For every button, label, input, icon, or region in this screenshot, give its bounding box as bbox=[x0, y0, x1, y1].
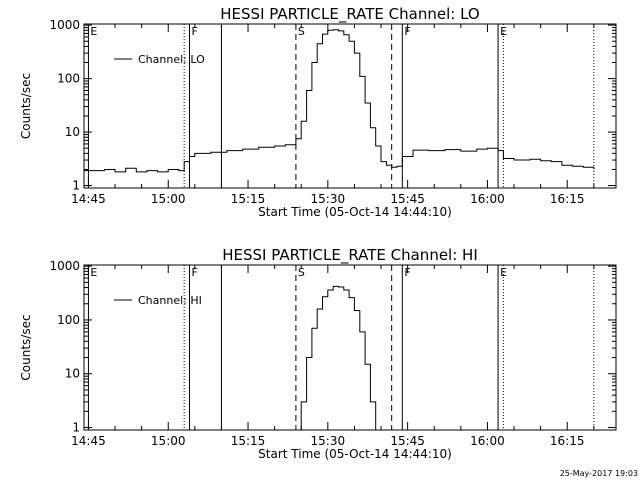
legend-label: Channel: LO bbox=[138, 53, 205, 66]
x-tick-label: 14:45 bbox=[71, 434, 106, 448]
x-tick-label: 15:00 bbox=[151, 192, 186, 206]
legend-label: Channel: HI bbox=[138, 294, 202, 307]
event-marker-label: S bbox=[298, 25, 305, 38]
x-axis-label: Start Time (05-Oct-14 14:44:10) bbox=[258, 447, 452, 461]
x-axis-label: Start Time (05-Oct-14 14:44:10) bbox=[258, 205, 452, 219]
timestamp: 25-May-2017 19:03 bbox=[560, 469, 638, 478]
x-tick-label: 15:45 bbox=[390, 434, 425, 448]
plot-frame bbox=[83, 23, 617, 189]
x-tick-label: 15:15 bbox=[231, 192, 266, 206]
y-tick-label: 100 bbox=[57, 313, 80, 327]
event-marker-label: F bbox=[192, 266, 198, 279]
panel-lo: HESSI PARTICLE_RATE Channel: LO 14:45 15:0… bbox=[19, 5, 617, 219]
event-marker-label: S bbox=[298, 266, 305, 279]
y-tick-label: 10 bbox=[65, 125, 80, 139]
x-tick-label: 15:45 bbox=[390, 192, 425, 206]
x-tick-label: 16:00 bbox=[470, 192, 505, 206]
y-axis-label: Counts/sec bbox=[19, 314, 33, 380]
x-tick-label: 14:45 bbox=[71, 192, 106, 206]
x-tick-label: 15:30 bbox=[311, 434, 346, 448]
y-tick-label: 100 bbox=[57, 72, 80, 86]
event-marker-label: E bbox=[500, 266, 507, 279]
x-tick-label: 16:00 bbox=[470, 434, 505, 448]
y-tick-label: 1000 bbox=[49, 259, 80, 273]
y-tick-label: 1000 bbox=[49, 18, 80, 32]
x-tick-label: 15:30 bbox=[311, 192, 346, 206]
x-tick-label: 16:15 bbox=[550, 434, 585, 448]
y-axis-label: Counts/sec bbox=[19, 73, 33, 139]
plot-frame bbox=[83, 264, 617, 431]
event-marker-label: E bbox=[90, 266, 97, 279]
y-tick-label: 1 bbox=[72, 179, 80, 193]
y-tick-label: 10 bbox=[65, 367, 80, 381]
series-line bbox=[295, 285, 377, 430]
series-line bbox=[84, 29, 595, 173]
y-tick-label: 1 bbox=[72, 421, 80, 435]
chart-title: HESSI PARTICLE_RATE Channel: HI bbox=[222, 246, 478, 265]
event-marker-label: F bbox=[192, 25, 198, 38]
x-tick-label: 16:15 bbox=[550, 192, 585, 206]
event-marker-label: E bbox=[90, 25, 97, 38]
event-marker-label: E bbox=[500, 25, 507, 38]
event-marker-label: F bbox=[404, 25, 410, 38]
x-tick-label: 15:00 bbox=[151, 434, 186, 448]
panel-hi: HESSI PARTICLE_RATE Channel: HI 14:45 15:0… bbox=[19, 246, 617, 461]
chart-title: HESSI PARTICLE_RATE Channel: LO bbox=[220, 5, 479, 24]
event-marker-label: F bbox=[404, 266, 410, 279]
x-tick-label: 15:15 bbox=[231, 434, 266, 448]
